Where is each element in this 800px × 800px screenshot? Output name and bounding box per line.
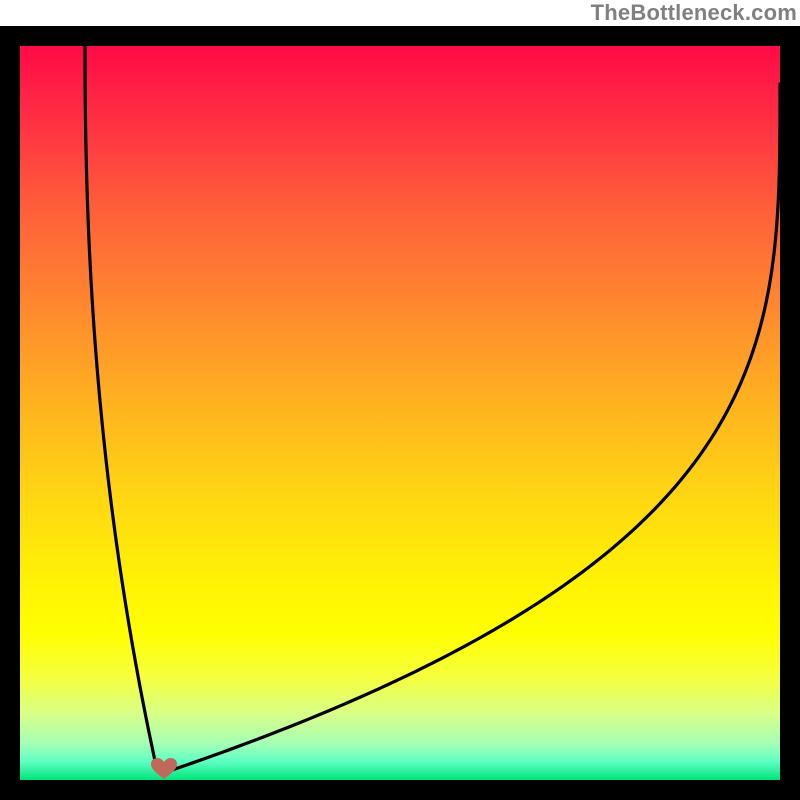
heart-marker [151, 758, 177, 780]
chart-canvas: TheBottleneck.com [0, 0, 800, 800]
bottleneck-curve [0, 0, 800, 800]
